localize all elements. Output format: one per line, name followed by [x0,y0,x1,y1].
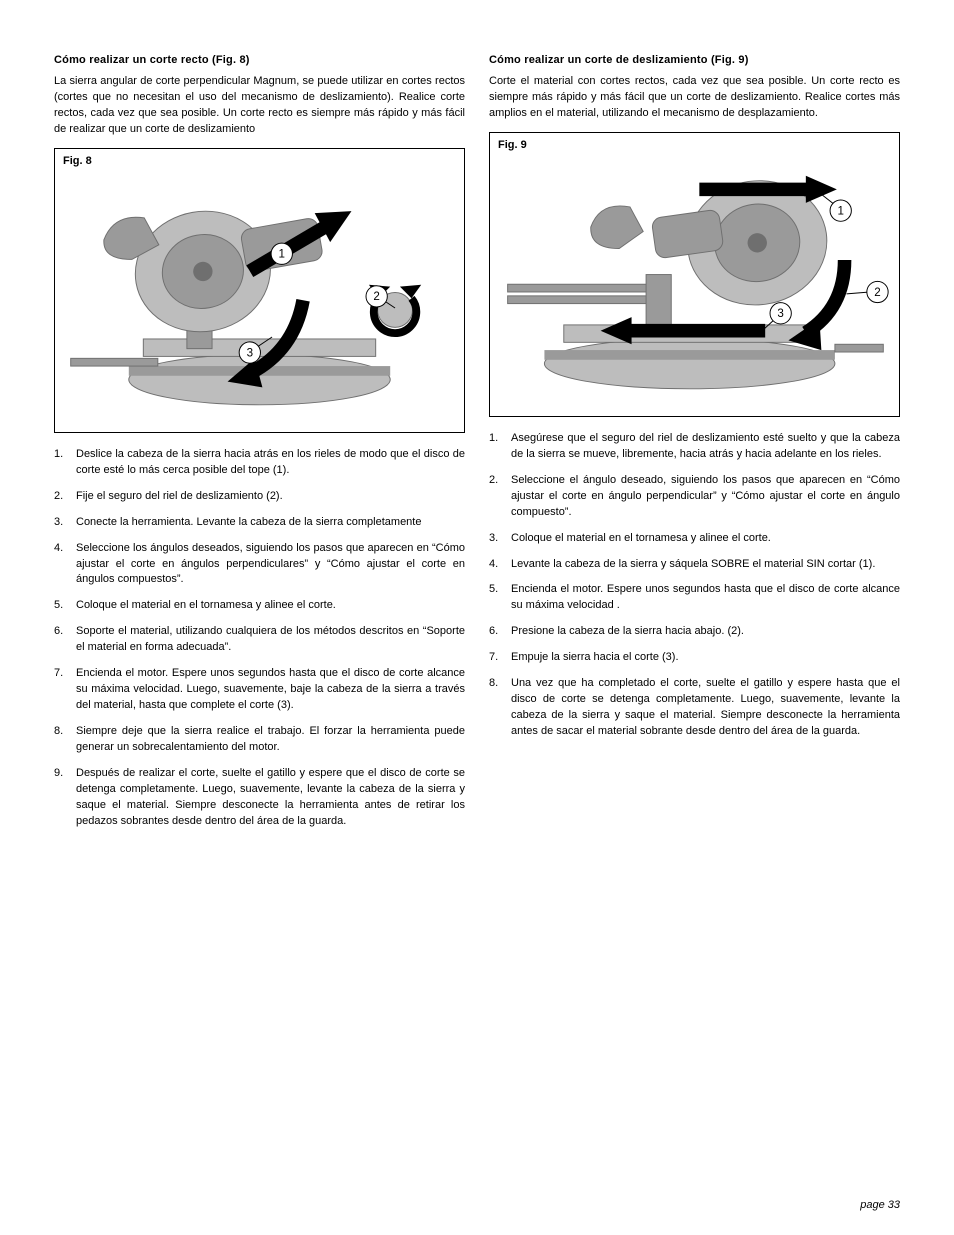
list-item: Seleccione los ángulos deseados, siguien… [54,541,465,589]
list-item: Deslice la cabeza de la sierra hacia atr… [54,447,465,479]
page-content: Cómo realizar un corte recto (Fig. 8) La… [54,54,900,840]
list-item: Presione la cabeza de la sierra hacia ab… [489,624,900,640]
figure-9-illustration: 1 2 3 [496,139,893,410]
right-intro-paragraph: Corte el material con cortes rectos, cad… [489,74,900,122]
figure-8-box: Fig. 8 [54,148,465,433]
list-item: Encienda el motor. Espere unos segundos … [54,666,465,714]
left-column: Cómo realizar un corte recto (Fig. 8) La… [54,54,465,840]
svg-text:2: 2 [874,286,880,299]
list-item: Encienda el motor. Espere unos segundos … [489,582,900,614]
right-column: Cómo realizar un corte de deslizamiento … [489,54,900,840]
svg-text:1: 1 [279,247,285,260]
right-section-title: Cómo realizar un corte de deslizamiento … [489,54,900,66]
list-item: Una vez que ha completado el corte, suel… [489,676,900,740]
svg-text:3: 3 [247,346,253,359]
left-intro-paragraph: La sierra angular de corte perpendicular… [54,74,465,138]
list-item: Soporte el material, utilizando cualquie… [54,624,465,656]
page-number: page 33 [860,1199,900,1211]
list-item: Asegúrese que el seguro del riel de desl… [489,431,900,463]
svg-text:2: 2 [373,290,379,303]
list-item: Después de realizar el corte, suelte el … [54,766,465,830]
list-item: Empuje la sierra hacia el corte (3). [489,650,900,666]
list-item: Fije el seguro del riel de deslizamiento… [54,489,465,505]
left-steps-list: Deslice la cabeza de la sierra hacia atr… [54,447,465,830]
svg-text:1: 1 [837,204,843,217]
svg-text:3: 3 [777,307,783,320]
list-item: Coloque el material en el tornamesa y al… [489,531,900,547]
callout-1: 1 [817,191,851,221]
list-item: Seleccione el ángulo deseado, siguiendo … [489,473,900,521]
figure-9-box: Fig. 9 [489,132,900,417]
list-item: Conecte la herramienta. Levante la cabez… [54,515,465,531]
list-item: Coloque el material en el tornamesa y al… [54,598,465,614]
list-item: Levante la cabeza de la sierra y sáquela… [489,557,900,573]
figure-8-illustration: 1 2 3 [61,155,458,426]
figure-9-label: Fig. 9 [498,139,527,151]
callout-2: 2 [847,281,889,302]
left-section-title: Cómo realizar un corte recto (Fig. 8) [54,54,465,66]
figure-8-label: Fig. 8 [63,155,92,167]
list-item: Siempre deje que la sierra realice el tr… [54,724,465,756]
right-steps-list: Asegúrese que el seguro del riel de desl… [489,431,900,740]
